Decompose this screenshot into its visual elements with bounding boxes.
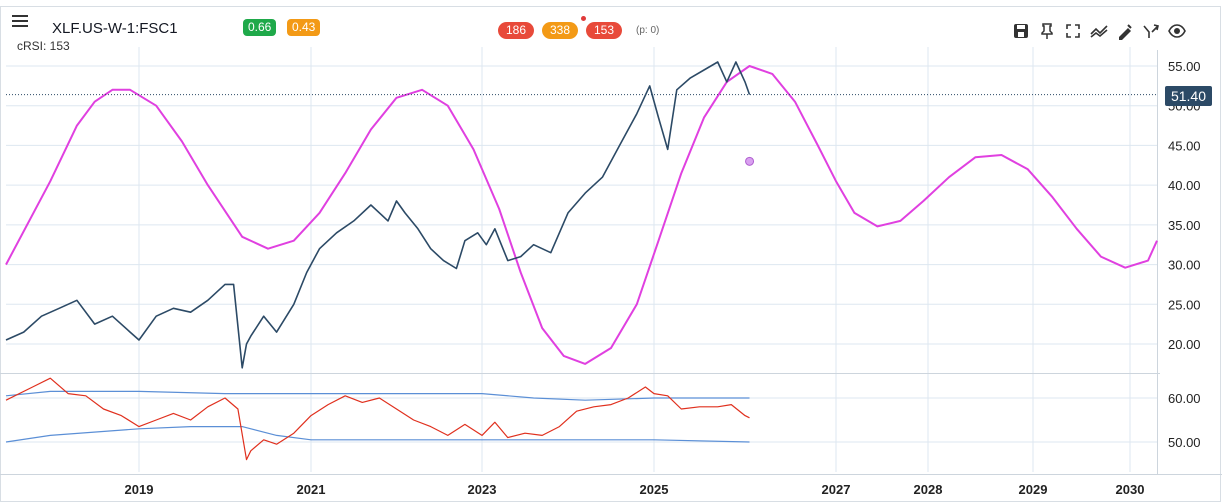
- x-tick-label: 2027: [822, 482, 851, 497]
- badge-orange[interactable]: 0.43: [287, 19, 321, 36]
- x-tick-label: 2021: [297, 482, 326, 497]
- cycle-marker: [745, 156, 755, 166]
- indicator-label: cRSI: 153: [17, 39, 70, 53]
- x-tick-label: 2029: [1019, 482, 1048, 497]
- pill-338[interactable]: 338: [542, 22, 579, 39]
- badge-green[interactable]: 0.66: [243, 19, 277, 36]
- cycle-line: [5, 65, 1158, 365]
- symbol-title[interactable]: XLF.US-W-1:FSC1: [52, 20, 178, 37]
- sub-y-tick-label: 50.00: [1168, 435, 1201, 450]
- fullscreen-icon[interactable]: [1064, 22, 1082, 40]
- y-tick-label: 25.00: [1168, 297, 1201, 312]
- menu-icon[interactable]: [12, 14, 30, 28]
- x-tick-label: 2023: [468, 482, 497, 497]
- y-tick-label: 35.00: [1168, 218, 1201, 233]
- x-tick-label: 2025: [640, 482, 669, 497]
- header: [12, 14, 30, 28]
- pill-186[interactable]: 186: [498, 22, 535, 39]
- alert-dot: [581, 16, 586, 21]
- sub-y-tick-label: 60.00: [1168, 391, 1201, 406]
- y-tick-label: 30.00: [1168, 258, 1201, 273]
- price-line: [5, 61, 751, 369]
- x-tick-label: 2028: [914, 482, 943, 497]
- x-tick-label: 2030: [1116, 482, 1145, 497]
- current-price-tag: 51.40: [1164, 86, 1212, 106]
- rsi-line: [5, 377, 750, 461]
- lower-band-line: [5, 426, 750, 443]
- compare-icon[interactable]: [1090, 22, 1108, 40]
- chart-border: [0, 6, 1221, 502]
- y-tick-label: 55.00: [1168, 59, 1201, 74]
- cycles-icon[interactable]: [1142, 22, 1160, 40]
- eye-icon[interactable]: [1168, 22, 1186, 40]
- y-tick-label: 40.00: [1168, 178, 1201, 193]
- p-count: (p: 0): [636, 25, 660, 36]
- draw-icon[interactable]: [1116, 22, 1134, 40]
- save-icon[interactable]: [1012, 22, 1030, 40]
- pill-153[interactable]: 153: [586, 22, 623, 39]
- y-tick-label: 20.00: [1168, 337, 1201, 352]
- x-tick-label: 2019: [125, 482, 154, 497]
- y-tick-label: 45.00: [1168, 138, 1201, 153]
- pin-icon[interactable]: [1038, 22, 1056, 40]
